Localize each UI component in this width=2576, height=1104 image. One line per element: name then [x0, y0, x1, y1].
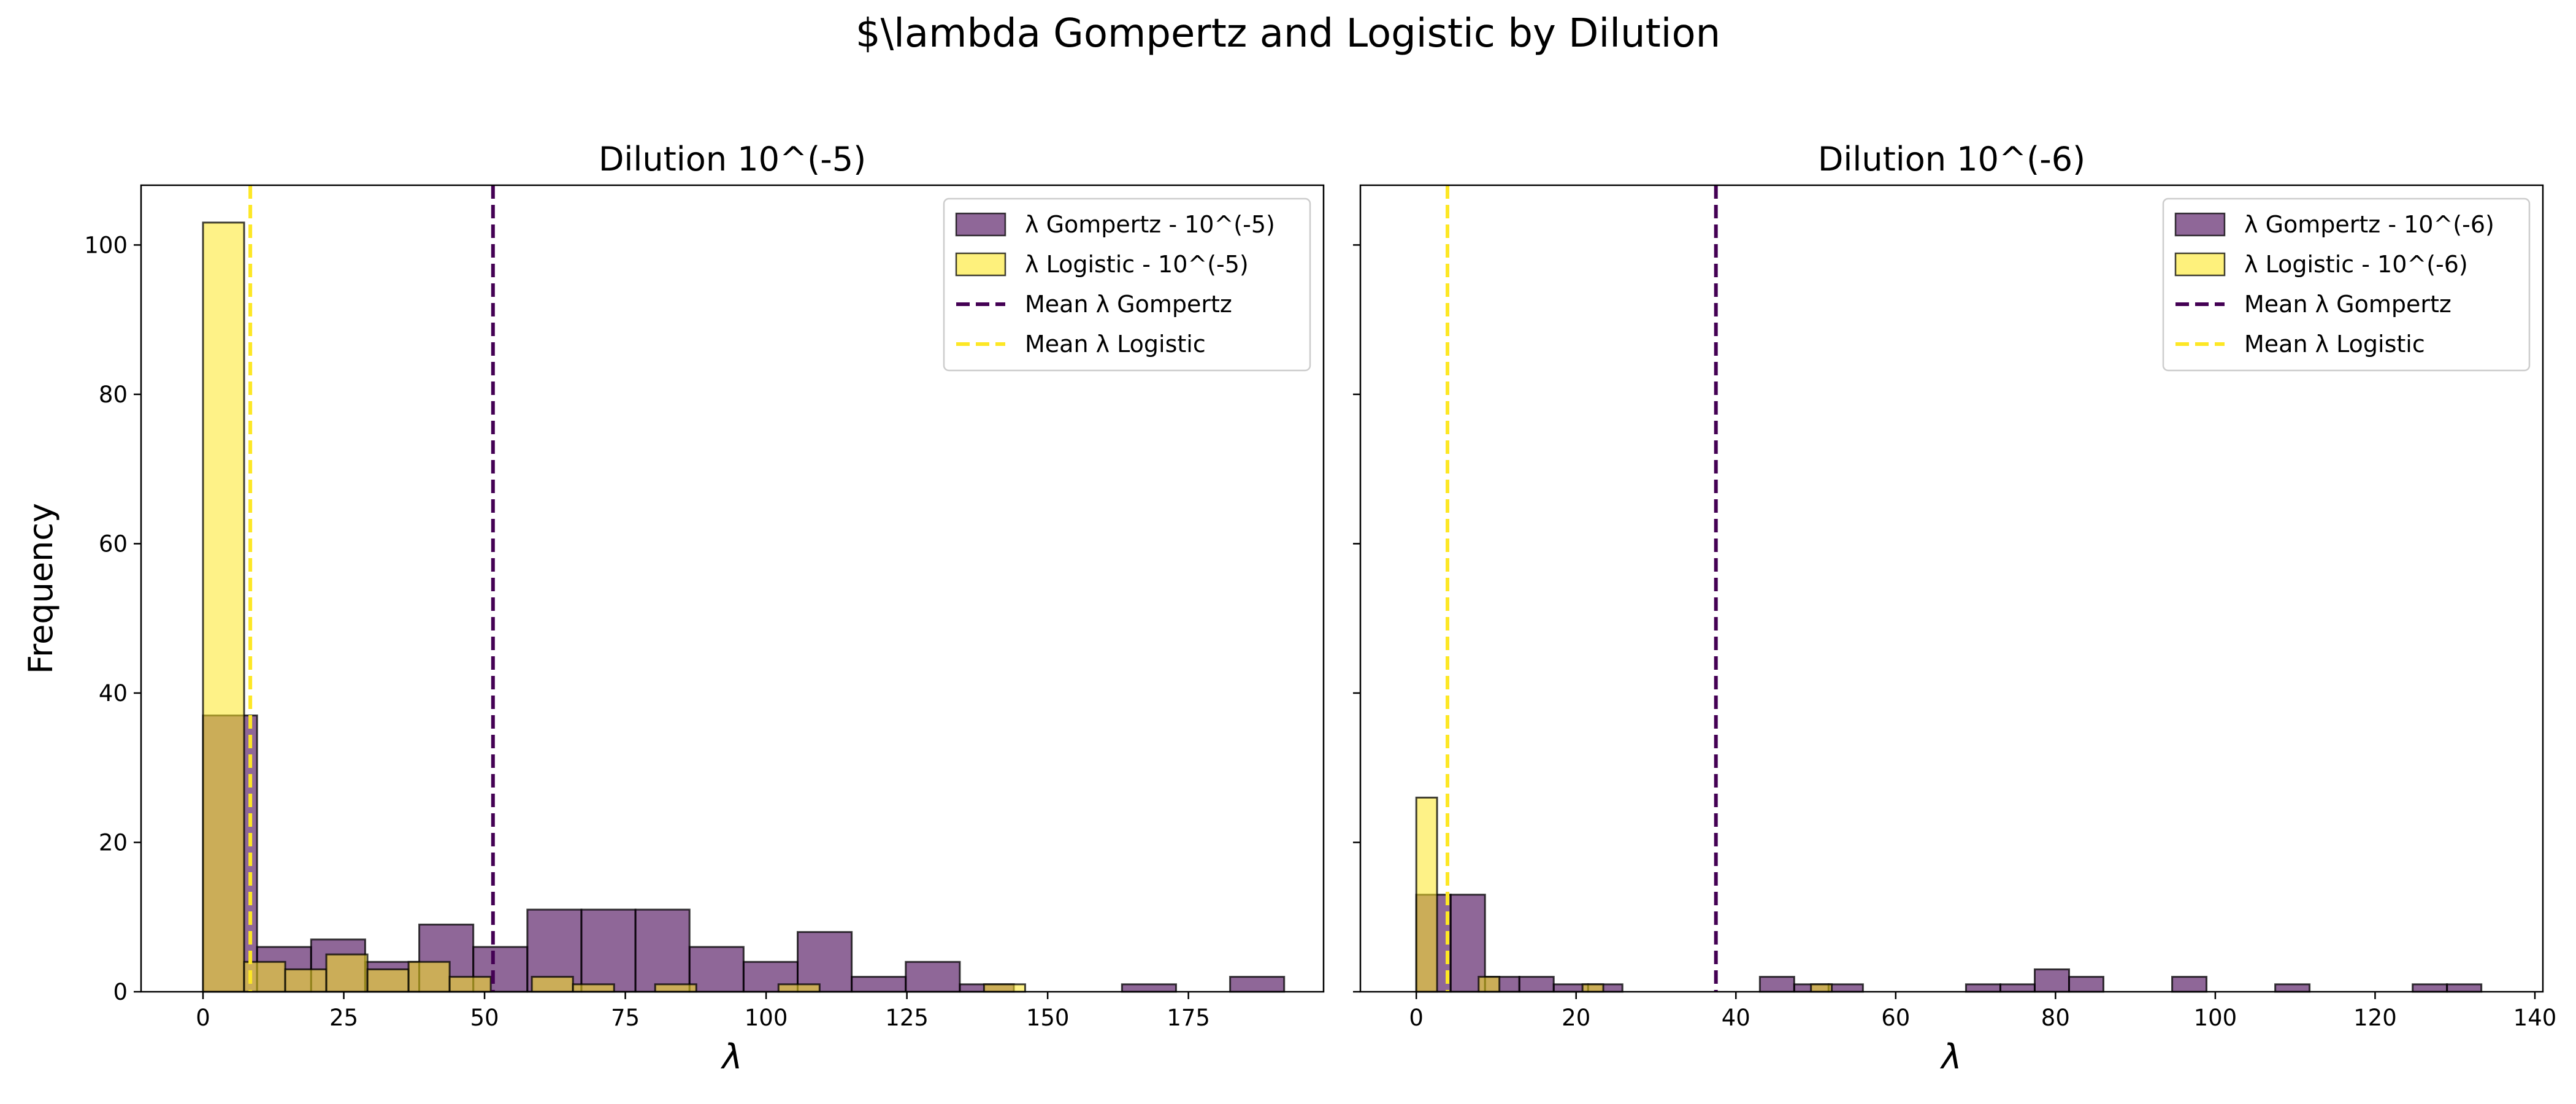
- panel-2-legend-swatch-2: [2174, 252, 2226, 277]
- panel-1-series-2-bar-7: [448, 976, 492, 993]
- panel-2-legend-label-4: Mean λ Logistic: [2244, 331, 2425, 358]
- panel-1-legend-label-1: λ Gompertz - 10^(-5): [1025, 211, 1275, 238]
- panel-1-series-2-bar-1: [202, 221, 245, 993]
- panel-1-series-2-bar-12: [654, 983, 697, 993]
- panel-1-series-1-bar-20: [1229, 976, 1286, 993]
- panel-1-series-1-bar-12: [796, 931, 853, 993]
- panel-2-series-1-bar-13: [1827, 983, 1864, 993]
- panel-1-y-axis-label: Frequency: [21, 503, 60, 674]
- panel-2-x-tick-label-8: 140: [2513, 1005, 2557, 1031]
- panel-2-x-tick-label-1: 0: [1409, 1005, 1424, 1031]
- panel-2-series-2-bar-4: [1478, 976, 1501, 993]
- figure-title: $\lambda Gompertz and Logistic by Diluti…: [855, 11, 1721, 56]
- panel-1-y-tick-label-1: 0: [113, 979, 128, 1005]
- panel-2-series-1-bar-2: [1449, 894, 1486, 993]
- panel-1-series-2-bar-6: [407, 960, 451, 993]
- panel-1-series-2-bar-9: [531, 976, 574, 993]
- panel-1-x-tick-label-1: 0: [196, 1005, 210, 1031]
- panel-1-x-tick-label-5: 100: [745, 1005, 788, 1031]
- panel-1-series-1-bar-13: [851, 976, 907, 993]
- panel-2-x-tick-label-7: 120: [2353, 1005, 2397, 1031]
- panel-2-legend-box: [2162, 197, 2531, 372]
- panel-1-series-1-bar-10: [688, 946, 745, 993]
- panel-2-series-1-bar-17: [1965, 983, 2001, 993]
- panel-1-series-1-bar-8: [580, 908, 637, 993]
- panel-2-series-2-bar-20: [1810, 983, 1833, 993]
- panel-1-y-tick-label-4: 60: [99, 531, 128, 557]
- panel-2-series-1-bar-20: [2068, 976, 2105, 993]
- panel-2-title: Dilution 10^(-6): [1818, 140, 2085, 178]
- panel-1-legend-swatch-1: [955, 212, 1006, 237]
- panel-1-series-2-bar-4: [325, 953, 369, 993]
- panel-2-series-1-bar-18: [1999, 983, 2036, 993]
- panel-2-series-1-bar-4: [1518, 976, 1555, 993]
- panel-1-series-2-bar-5: [366, 968, 410, 993]
- panel-2-x-tick-label-3: 40: [1722, 1005, 1750, 1031]
- panel-2-series-2-bar-9: [1581, 983, 1604, 993]
- panel-2-legend-label-2: λ Logistic - 10^(-6): [2244, 251, 2468, 278]
- panel-1-axes-frame: [140, 184, 1325, 993]
- panel-2-series-2-bar-1: [1415, 796, 1438, 993]
- panel-1-series-2-bar-20: [983, 983, 1026, 993]
- panel-1-legend-label-2: λ Logistic - 10^(-5): [1025, 251, 1249, 278]
- panel-2-legend-label-3: Mean λ Gompertz: [2244, 291, 2451, 318]
- panel-2-legend-swatch-1: [2174, 212, 2226, 237]
- panel-1-y-tick-label-6: 100: [84, 232, 128, 258]
- panel-1-series-1-bar-9: [634, 908, 691, 993]
- panel-2-legend-label-1: λ Gompertz - 10^(-6): [2244, 211, 2494, 238]
- panel-1-x-tick-label-8: 175: [1167, 1005, 1210, 1031]
- panel-1-x-tick-label-4: 75: [611, 1005, 640, 1031]
- panel-1-legend-label-4: Mean λ Logistic: [1025, 331, 1206, 358]
- panel-1-series-2-bar-15: [777, 983, 821, 993]
- panel-1-series-1-bar-14: [905, 960, 961, 993]
- panel-1-legend-swatch-2: [955, 252, 1006, 277]
- panel-2-x-tick-label-6: 100: [2194, 1005, 2237, 1031]
- panel-1-legend-label-3: Mean λ Gompertz: [1025, 291, 1232, 318]
- panel-1-y-tick-label-5: 80: [99, 381, 128, 408]
- panel-1-x-tick-label-7: 150: [1026, 1005, 1070, 1031]
- panel-2-x-tick-label-4: 60: [1881, 1005, 1910, 1031]
- panel-2-x-axis-label: λ: [1939, 1037, 1961, 1077]
- panel-1-title: Dilution 10^(-5): [599, 140, 866, 178]
- panel-1-legend-box: [943, 197, 1311, 372]
- panel-2-series-1-bar-19: [2033, 968, 2070, 993]
- panel-2-series-1-bar-31: [2446, 983, 2483, 993]
- panel-1-x-tick-label-3: 50: [470, 1005, 499, 1031]
- panel-2-x-tick-label-2: 20: [1562, 1005, 1590, 1031]
- panel-1-y-tick-label-2: 20: [99, 829, 128, 856]
- panel-1-x-tick-label-2: 25: [329, 1005, 358, 1031]
- panel-1-x-tick-label-6: 125: [885, 1005, 929, 1031]
- panel-1-y-tick-label-3: 40: [99, 680, 128, 707]
- panel-2-series-1-bar-30: [2412, 983, 2448, 993]
- panel-2-series-1-bar-11: [1758, 976, 1795, 993]
- panel-1-series-2-bar-3: [284, 968, 328, 993]
- panel-1-series-2-bar-10: [572, 983, 615, 993]
- panel-2-axes-frame: [1359, 184, 2544, 993]
- panel-1-x-axis-label: λ: [720, 1037, 742, 1077]
- panel-2-series-1-bar-23: [2171, 976, 2208, 993]
- panel-2-series-1-bar-26: [2274, 983, 2311, 993]
- panel-1-series-1-bar-18: [1121, 983, 1177, 993]
- panel-2-x-tick-label-5: 80: [2041, 1005, 2070, 1031]
